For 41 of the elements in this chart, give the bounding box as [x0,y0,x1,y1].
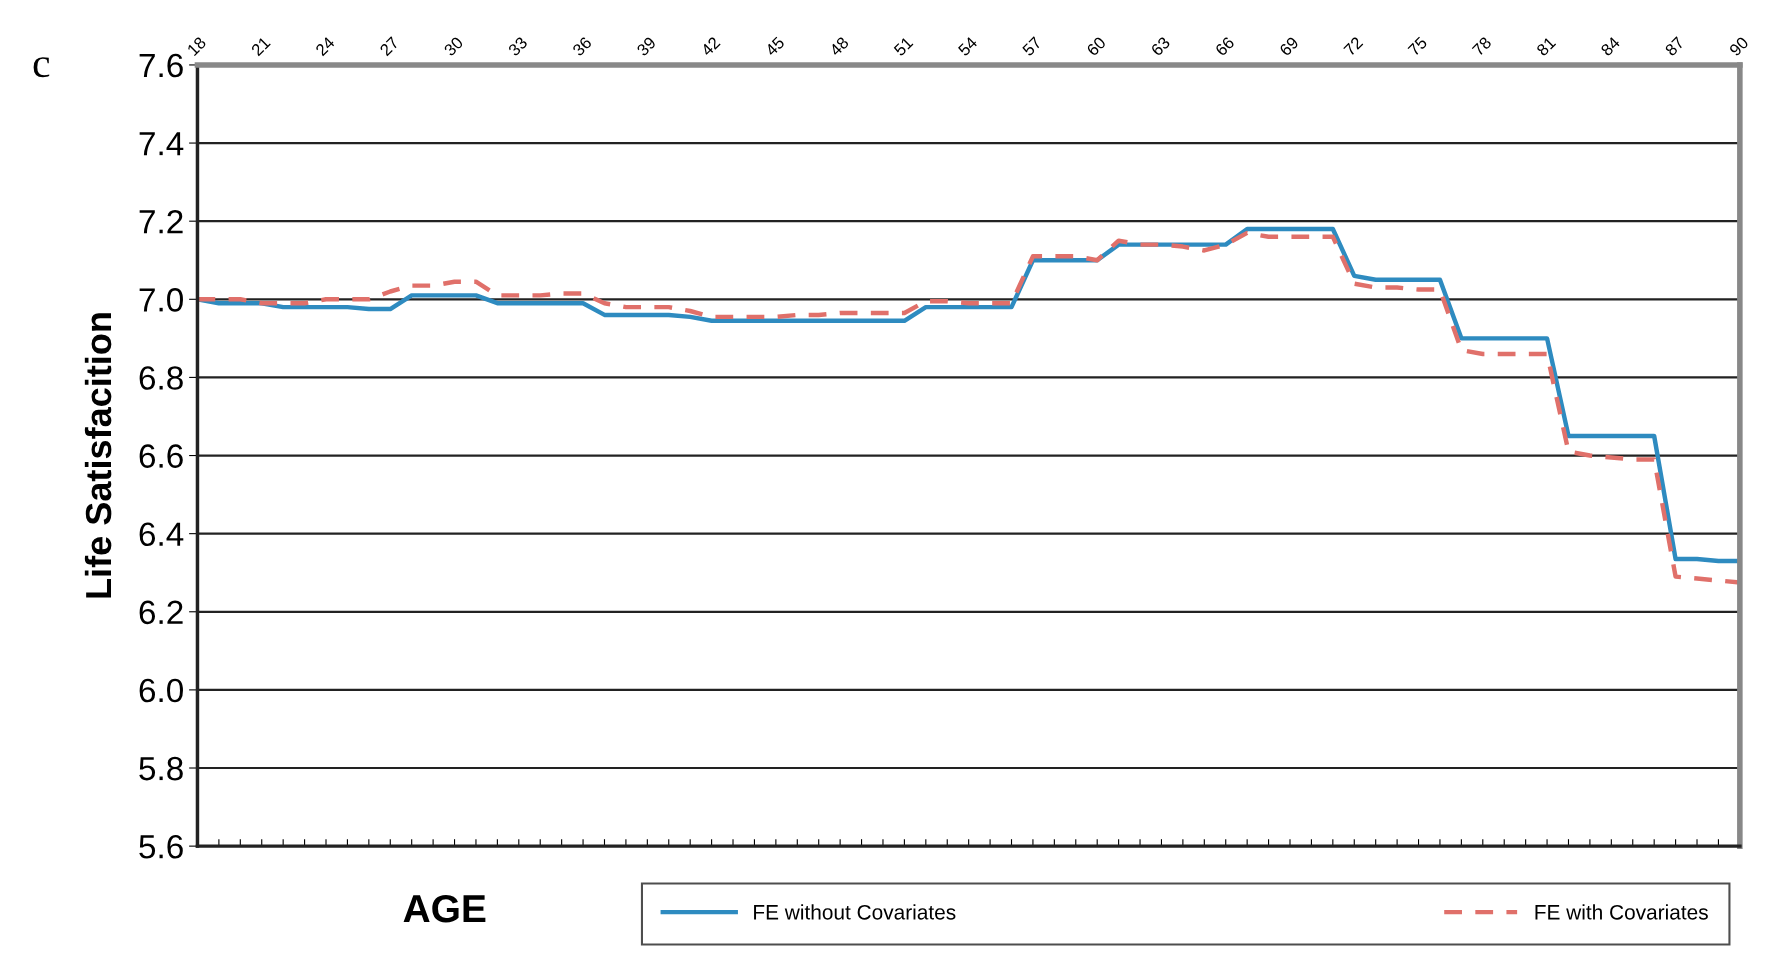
y-tick-label: 6.4 [139,522,184,547]
x-tick-label: 75 [1407,36,1428,57]
y-tick-label: 6.0 [139,678,183,703]
x-tick-label: 42 [700,36,721,57]
x-tick-label: 51 [893,36,914,57]
y-tick-label: 6.6 [139,444,183,468]
x-tick-label: 90 [1728,36,1750,57]
y-tick-label: 6.2 [139,600,183,625]
y-tick-label: 7.2 [139,209,183,234]
x-tick-label: 36 [571,36,593,57]
x-tick-label: 24 [314,35,336,57]
x-tick-label: 48 [828,36,850,57]
x-tick-label: 84 [1600,35,1621,57]
x-axis-title: AGE [403,894,486,923]
x-tick-label: 57 [1021,36,1043,57]
x-tick-label: 69 [1278,36,1300,57]
x-tick-label: 66 [1214,36,1235,57]
y-tick-label: 7.6 [139,53,183,78]
x-tick-label: 87 [1664,36,1685,57]
y-axis-title: Life Satisfacition [84,313,112,598]
y-tick-label: 6.8 [139,366,183,390]
x-tick-label: 27 [379,36,400,57]
x-tick-label: 21 [250,36,271,57]
x-tick-label: 30 [443,36,464,57]
text: c [33,57,50,78]
x-tick-label: 60 [1086,36,1107,57]
y-tick-label: 5.6 [139,834,183,859]
y-tick-label: 7.0 [139,288,183,312]
x-tick-label: 45 [764,36,786,57]
x-tick-label: 18 [186,36,207,57]
y-tick-label: 7.4 [139,132,184,156]
y-tick-label: 5.8 [139,756,183,781]
x-tick-label: 54 [957,36,979,57]
x-tick-label: 39 [636,36,657,57]
legend-label: FE with Covariates [1535,904,1708,920]
legend-label: FE without Covariates [754,904,956,920]
x-tick-label: 81 [1535,36,1557,57]
x-tick-label: 72 [1343,36,1364,57]
x-tick-label: 63 [1150,36,1171,57]
x-tick-label: 33 [507,36,528,57]
x-tick-label: 78 [1471,36,1492,57]
